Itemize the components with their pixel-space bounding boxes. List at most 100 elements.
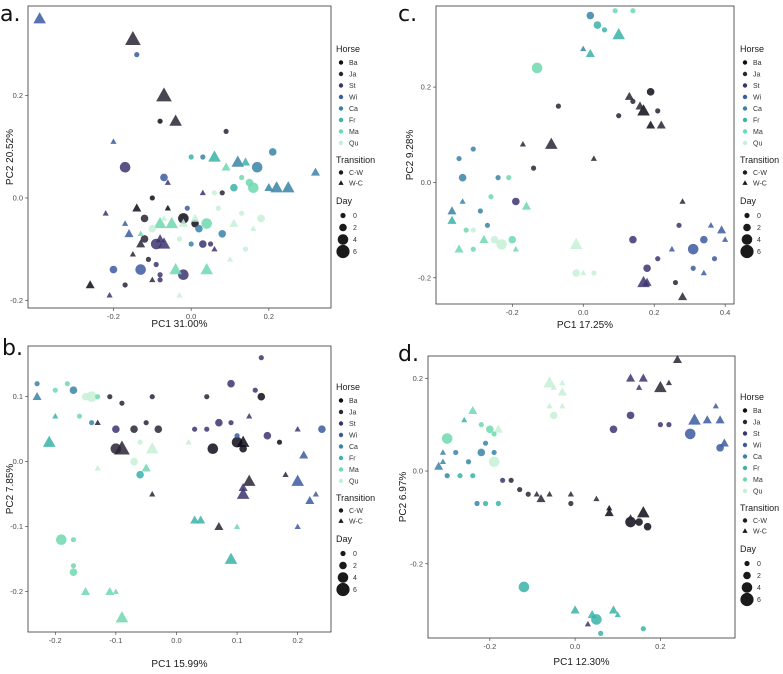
data-point [521, 201, 531, 210]
data-point [32, 391, 42, 401]
legend-horse-key [338, 94, 344, 100]
data-point [160, 215, 168, 221]
data-point [688, 413, 701, 425]
panel-a-label: a. [0, 2, 20, 27]
data-point [185, 438, 192, 445]
data-point [470, 473, 476, 479]
x-tick-label: 0.0 [171, 636, 181, 645]
data-point [257, 214, 265, 223]
data-point [569, 237, 583, 250]
y-tick-label: -0.1 [10, 522, 23, 531]
data-point [482, 440, 489, 446]
data-point [218, 229, 227, 238]
data-point [119, 161, 131, 173]
legend-day-label: 2 [757, 225, 761, 232]
legend-horse-key [742, 465, 748, 471]
x-tick-label: -0.2 [506, 308, 519, 317]
legend-day-key [744, 560, 750, 567]
legend-horse-label: St [753, 431, 760, 438]
panel-a: a. -0.2 0.0 0.2 -0.2 0.0 0.2 PC1 31.00% PC2 2… [0, 2, 375, 330]
data-point [555, 103, 561, 109]
data-point [109, 265, 118, 274]
x-tick-label: 0.0 [570, 642, 580, 651]
data-point [470, 146, 476, 152]
data-point [268, 148, 277, 156]
y-tick-label: 0.0 [413, 467, 423, 476]
legend-horse-key [338, 117, 344, 123]
data-point [719, 438, 729, 447]
data-point [136, 470, 144, 479]
legend-day-label: 0 [353, 213, 357, 220]
data-point [533, 490, 540, 497]
data-point [518, 581, 530, 593]
data-point [491, 449, 497, 456]
panel-d-label: d. [398, 342, 419, 367]
x-tick-label: 0.2 [264, 312, 274, 321]
data-point [530, 165, 537, 171]
legend-horse-label: Ja [753, 420, 761, 427]
panel-b-xlabel: PC1 15.99% [151, 659, 207, 670]
data-point [477, 208, 483, 214]
data-point [593, 495, 600, 502]
data-point [231, 155, 245, 167]
legend-horse-label: Qu [349, 479, 358, 486]
data-point [176, 236, 183, 242]
data-point [56, 534, 67, 545]
data-point [242, 474, 256, 486]
data-point [69, 386, 78, 395]
legend-horse-key [742, 408, 748, 413]
x-tick-label: 0.2 [292, 636, 302, 645]
data-point [722, 236, 729, 242]
data-point [488, 456, 500, 468]
data-point [543, 376, 556, 388]
panel-c-xlabel: PC1 17.25% [557, 320, 613, 331]
data-point [81, 392, 90, 401]
data-point [188, 154, 194, 160]
data-point [149, 195, 155, 201]
legend-horse-label: Qu [753, 141, 762, 148]
data-point [465, 459, 472, 465]
legend-day-key [336, 582, 350, 597]
data-point [646, 120, 656, 129]
legend-day-label: 6 [757, 249, 761, 256]
data-point [707, 222, 715, 228]
data-point [491, 431, 497, 437]
legend-transition-title: Transition [336, 493, 375, 503]
data-point [207, 443, 219, 455]
data-point [447, 206, 457, 215]
data-point [626, 411, 635, 420]
data-point [549, 411, 558, 420]
legend-horse-key [742, 106, 748, 111]
legend-horse-label: Ca [349, 106, 358, 113]
data-point [439, 449, 447, 455]
legend-horse-label: Ba [753, 408, 762, 415]
data-point [155, 234, 165, 243]
legend-day-label: 6 [757, 597, 761, 604]
data-point [145, 256, 152, 262]
data-point [656, 120, 666, 129]
data-point [42, 435, 56, 447]
data-point [156, 87, 172, 102]
data-point [604, 508, 614, 517]
legend-horse-title: Horse [740, 44, 764, 54]
data-point [178, 213, 189, 224]
data-point [459, 198, 466, 204]
data-point [250, 225, 257, 231]
data-point [238, 482, 248, 492]
data-point [525, 491, 531, 497]
data-point [434, 461, 444, 470]
data-point [81, 586, 91, 596]
data-point [200, 262, 213, 275]
data-point [712, 402, 719, 409]
data-point [312, 490, 319, 497]
legend-horse-label: Qu [753, 489, 762, 496]
legend-day-label: 6 [353, 587, 357, 594]
data-point [630, 98, 636, 104]
data-point [86, 391, 97, 403]
data-point [630, 8, 636, 14]
panel-d-axes: -0.2 0.0 0.2 -0.2 0.0 0.2 [410, 374, 666, 651]
data-point [157, 118, 163, 124]
data-point [221, 162, 231, 171]
data-point [112, 588, 119, 594]
